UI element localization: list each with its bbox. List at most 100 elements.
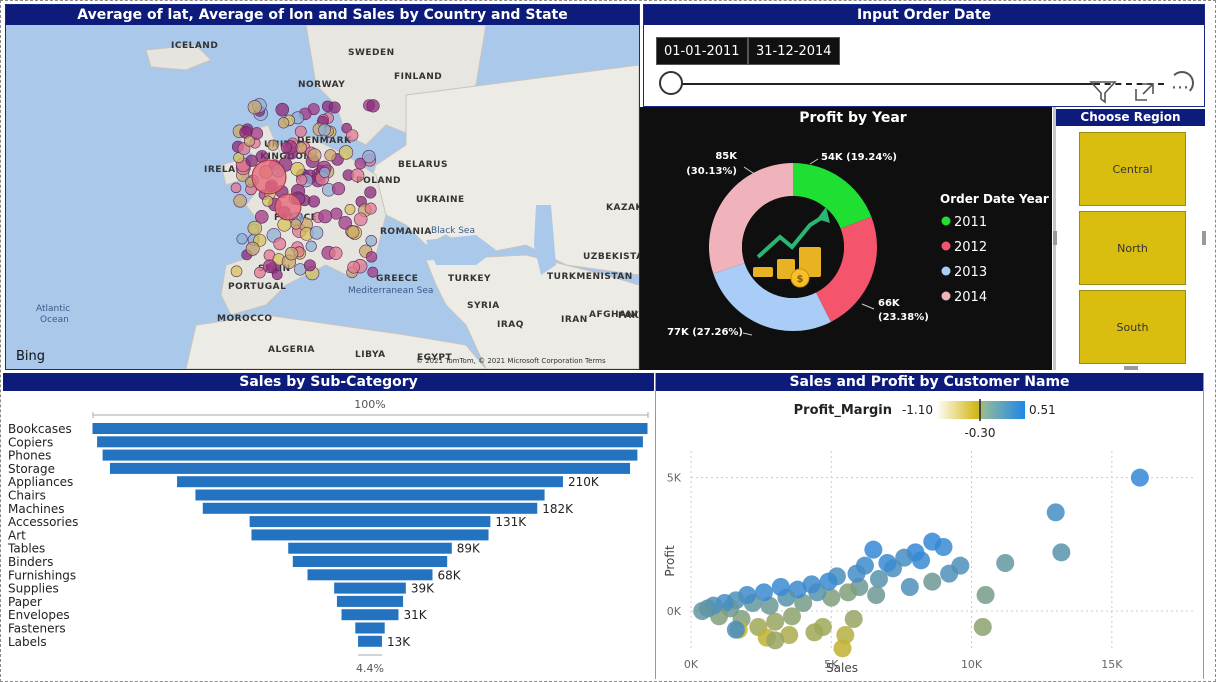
map-sales-bubble (230, 182, 242, 194)
funnel-bar-chairs (195, 489, 545, 501)
map-canvas[interactable]: ICELANDSWEDENFINLANDNORWAYDENMARKUNITEDK… (6, 25, 639, 369)
scatter-point (802, 575, 821, 594)
subcategory-title: Sales by Sub-Category (3, 373, 654, 391)
date-range-start-handle[interactable] (659, 71, 683, 95)
legend-marker-2014 (941, 291, 951, 301)
resize-handle-right[interactable] (1202, 231, 1206, 245)
map-sales-bubble (354, 157, 367, 170)
funnel-bar-art (251, 529, 489, 541)
funnel-category-label: Chairs (8, 489, 46, 503)
land-scandinavia (305, 25, 487, 146)
map-credits: © 2021 TomTom, © 2021 Microsoft Corporat… (416, 357, 606, 365)
scatter-chart[interactable]: Profit_Margin -1.10 0.51 -0.30 0K 5K 0K 5K 1… (656, 391, 1203, 679)
map-sales-bubble (280, 141, 293, 154)
donut-data-label: 85K (715, 151, 738, 162)
scatter-point (976, 586, 995, 604)
donut-slice-2014 (709, 163, 793, 274)
map-label: TURKEY (448, 274, 491, 284)
map-sales-bubble (296, 174, 308, 186)
donut-slice-2013 (713, 263, 831, 331)
scatter-point (780, 626, 799, 644)
map-label: UKRAINE (416, 195, 465, 205)
map-sales-bubble (318, 209, 333, 224)
profit-margin-legend-title: Profit_Margin (794, 403, 892, 418)
sales-profit-scatter-visual[interactable]: Sales and Profit by Customer Name Profit… (655, 373, 1204, 679)
funnel-data-label: 31K (403, 608, 427, 622)
sales-by-subcategory-visual[interactable]: Sales by Sub-Category 100% 4.4% Bookcase… (3, 373, 654, 679)
donut-data-label: 77K (27.26%) (667, 327, 743, 338)
scatter-point (1052, 543, 1071, 562)
date-range-track[interactable] (669, 83, 1094, 85)
region-slicer[interactable]: Choose Region Central North South (1053, 107, 1206, 370)
map-sales-bubble (294, 125, 307, 138)
map-label: POLAND (356, 176, 401, 186)
map-label: ALGERIA (268, 345, 315, 355)
order-date-slicer[interactable]: Input Order Date 01-01-2011 31-12-2014 ⋯ (643, 4, 1205, 107)
sales-map-visual[interactable]: Average of lat, Average of lon and Sales… (5, 4, 640, 370)
map-label: AFGHANIST (589, 310, 639, 320)
map-sea-label: Mediterranean Sea (348, 286, 433, 296)
region-option-south[interactable]: South (1079, 290, 1186, 364)
map-label: ROMANIA (380, 227, 432, 237)
map-sales-bubble (328, 101, 341, 114)
map-sales-bubble (305, 240, 317, 252)
profit-legend-title: Order Date Year (940, 192, 1049, 206)
region-slicer-title: Choose Region (1056, 109, 1205, 126)
map-sales-bubble (307, 195, 320, 208)
profit-margin-max: 0.51 (1029, 403, 1056, 417)
subcategory-funnel-chart[interactable]: 100% 4.4% BookcasesCopiersPhonesStorageA… (3, 391, 654, 679)
map-sales-bubble (254, 266, 266, 279)
date-range-end-handle[interactable] (1170, 71, 1194, 95)
map-label: PAKIS (618, 311, 639, 321)
region-option-central[interactable]: Central (1079, 132, 1186, 206)
map-sales-bubble (365, 251, 378, 263)
funnel-category-label: Bookcases (8, 422, 72, 436)
start-date-input[interactable]: 01-01-2011 (656, 37, 748, 65)
funnel-bar-paper (336, 595, 404, 607)
map-label: IRELAND (204, 165, 252, 175)
map-sales-bubble (247, 100, 262, 115)
map-label: LIBYA (355, 350, 386, 360)
funnel-category-label: Paper (8, 595, 42, 609)
scatter-point (833, 639, 852, 658)
bing-logo: Bing (16, 349, 45, 364)
scatter-title: Sales and Profit by Customer Name (656, 373, 1203, 391)
profit-by-year-chart[interactable]: Profit by Year $ 54K (19.24%) 66K (23.38%)… (640, 107, 1052, 370)
donut-data-label: 54K (19.24%) (821, 152, 897, 163)
scatter-point (1130, 468, 1149, 487)
funnel-category-label: Storage (8, 462, 55, 476)
profit-margin-min: -1.10 (902, 403, 933, 417)
svg-text:$: $ (797, 274, 804, 285)
scatter-x-tick: 5K (824, 658, 839, 671)
map-sales-bubble (318, 123, 331, 137)
region-option-north[interactable]: North (1079, 211, 1186, 285)
profit-by-year-visual[interactable]: Profit by Year $ 54K (19.24%) 66K (23.38%)… (640, 107, 1052, 370)
legend-marker-2011 (941, 216, 951, 226)
scatter-point (996, 554, 1015, 572)
scatter-y-tick: 5K (667, 472, 682, 485)
funnel-data-label: 182K (542, 502, 574, 516)
map-sales-bubble (324, 149, 337, 162)
end-date-input[interactable]: 31-12-2014 (748, 37, 840, 65)
map-sales-bubble (271, 269, 283, 281)
filter-icon[interactable] (1089, 79, 1117, 105)
map-label: GREECE (376, 274, 418, 284)
focus-mode-icon[interactable] (1133, 81, 1157, 103)
water-black-sea (426, 235, 496, 265)
map-sales-bubble (262, 195, 274, 207)
funnel-bar-copiers (97, 436, 643, 448)
profit-margin-mid: -0.30 (964, 426, 995, 440)
scatter-point (693, 602, 712, 620)
map-sales-bubble (303, 259, 316, 272)
map-label: SYRIA (467, 301, 500, 311)
funnel-category-label: Furnishings (8, 568, 76, 582)
resize-handle-left[interactable] (1053, 231, 1057, 245)
funnel-bar-fasteners (355, 622, 385, 634)
scatter-point (805, 623, 824, 642)
resize-handle-bottom[interactable] (1124, 366, 1138, 370)
map-label: IRAN (561, 315, 588, 325)
map-sales-bubble (277, 117, 290, 129)
map-sales-bubble (338, 145, 354, 160)
more-options-icon[interactable]: ⋯ (1171, 77, 1191, 98)
donut-data-label: 66K (878, 298, 901, 309)
